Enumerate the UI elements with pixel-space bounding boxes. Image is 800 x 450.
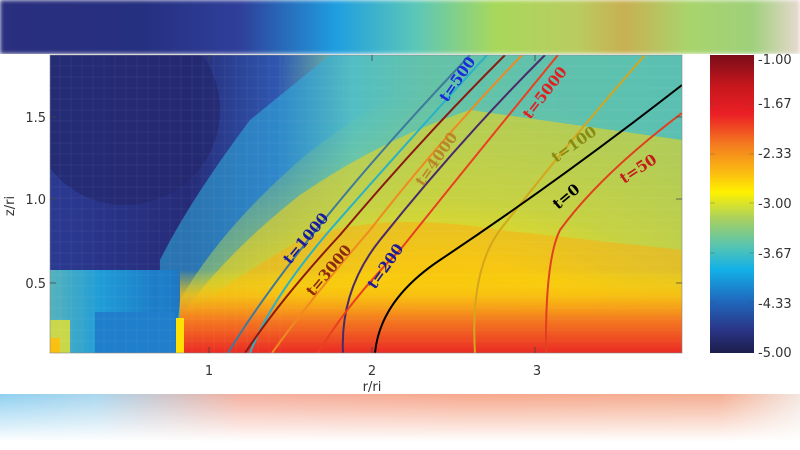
x-tick-1: 1	[205, 364, 213, 379]
colorbar-label-4: -3.67	[758, 247, 792, 262]
contour-t3000	[244, 55, 506, 353]
contour-t5000	[317, 55, 559, 353]
contour-t100	[473, 55, 646, 353]
blurred-background-bottom	[0, 394, 800, 450]
blurred-background-top	[0, 0, 800, 54]
colorbar-label-5: -4.33	[758, 297, 792, 312]
x-tick-3: 3	[533, 364, 541, 379]
y-tick-0.5: 0.5	[25, 277, 46, 292]
heatmap-area: t=1000 t=3000 t=200 t=4000 t=500 t=5000 …	[50, 55, 682, 353]
y-tick-1.5: 1.5	[25, 111, 46, 126]
colorbar-label-1: -1.67	[758, 97, 792, 112]
contour-t0	[374, 84, 682, 353]
colorbar-label-max: -1.00	[758, 53, 792, 68]
contour-t200	[341, 55, 546, 353]
axis-ticks	[50, 55, 682, 353]
x-axis-title: r/ri	[363, 380, 382, 395]
colorbar-label-2: -2.33	[758, 147, 792, 162]
plot-frame	[49, 54, 683, 354]
contour-t1000	[227, 55, 471, 353]
colorbar-label-min: -5.00	[758, 346, 792, 361]
contour-t4000	[271, 55, 523, 353]
y-axis-title: z/ri	[3, 196, 18, 216]
y-tick-1.0: 1.0	[25, 193, 46, 208]
colorbar	[710, 55, 754, 353]
contour-t500	[249, 55, 488, 353]
contour-t50	[544, 112, 682, 353]
colorbar-label-3: -3.00	[758, 197, 792, 212]
x-tick-2: 2	[368, 364, 376, 379]
